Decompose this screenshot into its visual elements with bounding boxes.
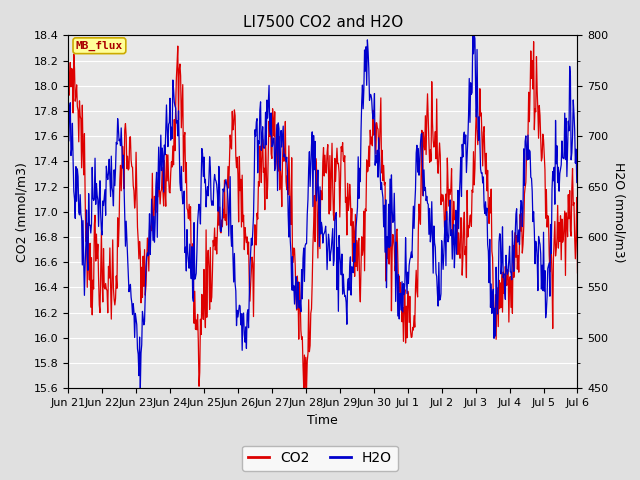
Y-axis label: H2O (mmol/m3): H2O (mmol/m3) — [612, 162, 625, 262]
X-axis label: Time: Time — [307, 414, 338, 427]
Text: MB_flux: MB_flux — [76, 41, 123, 51]
Y-axis label: CO2 (mmol/m3): CO2 (mmol/m3) — [15, 162, 28, 262]
Legend: CO2, H2O: CO2, H2O — [243, 445, 397, 471]
Title: LI7500 CO2 and H2O: LI7500 CO2 and H2O — [243, 15, 403, 30]
